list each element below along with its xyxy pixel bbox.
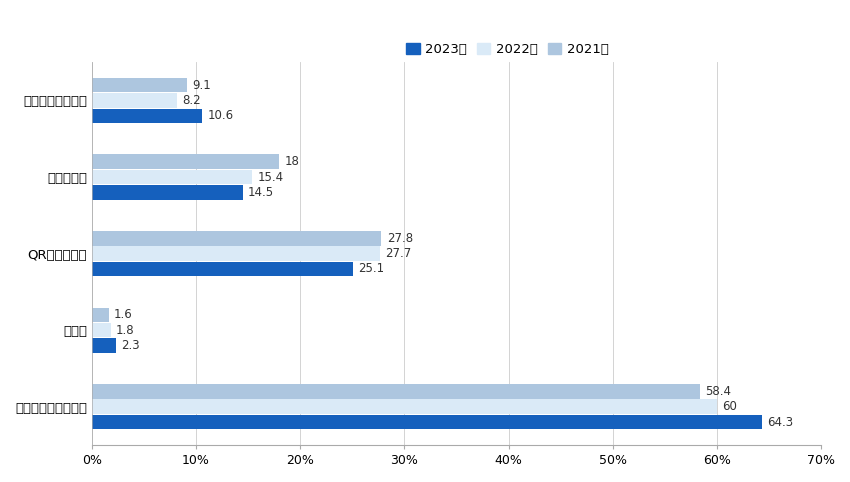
- Text: 2.3: 2.3: [121, 339, 139, 352]
- Bar: [92, 246, 381, 261]
- Bar: [92, 415, 762, 429]
- Bar: [92, 323, 110, 337]
- Text: 27.7: 27.7: [386, 247, 412, 260]
- Bar: [92, 384, 700, 399]
- Text: 58.4: 58.4: [706, 385, 731, 398]
- Bar: [92, 308, 109, 322]
- Text: 1.6: 1.6: [114, 308, 133, 321]
- Text: 64.3: 64.3: [767, 415, 793, 428]
- Bar: [92, 93, 178, 108]
- Text: 9.1: 9.1: [192, 79, 211, 92]
- Text: 15.4: 15.4: [258, 171, 284, 184]
- Legend: 2023年, 2022年, 2021年: 2023年, 2022年, 2021年: [401, 38, 614, 62]
- Text: 18: 18: [285, 155, 299, 168]
- Text: 25.1: 25.1: [359, 262, 385, 275]
- Bar: [92, 400, 717, 414]
- Bar: [92, 262, 354, 276]
- Text: 27.8: 27.8: [387, 232, 413, 245]
- Bar: [92, 170, 252, 184]
- Text: 14.5: 14.5: [248, 186, 275, 199]
- Text: 8.2: 8.2: [183, 94, 201, 107]
- Bar: [92, 108, 202, 123]
- Bar: [92, 154, 280, 169]
- Bar: [92, 185, 243, 200]
- Text: 10.6: 10.6: [207, 109, 234, 122]
- Bar: [92, 231, 382, 245]
- Bar: [92, 78, 187, 93]
- Text: 1.8: 1.8: [116, 323, 134, 336]
- Bar: [92, 338, 116, 353]
- Text: 60: 60: [722, 400, 737, 413]
